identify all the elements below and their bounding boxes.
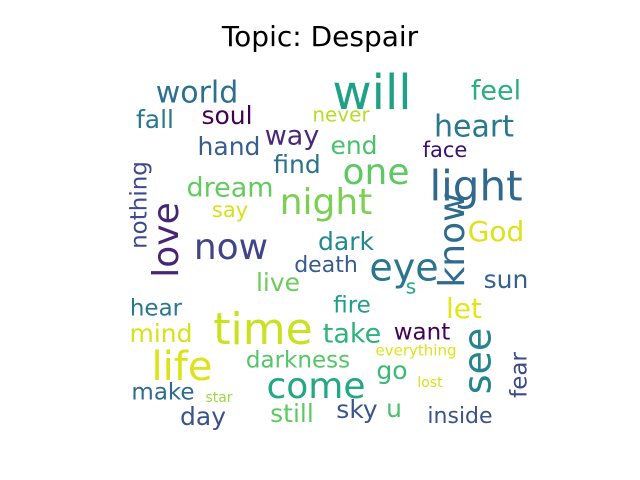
word-now: now bbox=[194, 227, 268, 268]
word-everything: everything bbox=[376, 342, 457, 360]
word-soul: soul bbox=[201, 101, 252, 130]
word-come: come bbox=[266, 366, 365, 407]
word-darkness: darkness bbox=[246, 348, 350, 374]
word-eye: eye bbox=[369, 246, 438, 290]
word-fall: fall bbox=[136, 105, 174, 134]
word-lost: lost bbox=[417, 375, 443, 391]
word-never: never bbox=[312, 103, 370, 127]
chart-title: Topic: Despair bbox=[221, 20, 419, 53]
word-god: God bbox=[468, 215, 525, 248]
word-life: life bbox=[152, 344, 213, 390]
word-u: u bbox=[386, 394, 402, 423]
word-mind: mind bbox=[129, 319, 192, 348]
word-find: find bbox=[273, 150, 320, 179]
word-star: star bbox=[205, 390, 232, 406]
word-sun: sun bbox=[484, 265, 529, 294]
word-death: death bbox=[294, 253, 358, 278]
word-know: know bbox=[432, 192, 473, 287]
word-make: make bbox=[131, 380, 194, 406]
word-see: see bbox=[456, 328, 500, 395]
word-end: end bbox=[330, 131, 377, 160]
word-way: way bbox=[265, 121, 320, 152]
word-sky: sky bbox=[336, 395, 378, 424]
word-love: love bbox=[146, 202, 187, 277]
word-dark: dark bbox=[318, 227, 374, 256]
word-take: take bbox=[323, 319, 381, 350]
word-world: world bbox=[156, 76, 239, 111]
word-fear: fear bbox=[507, 352, 533, 398]
word-heart: heart bbox=[434, 110, 514, 145]
word-s: s bbox=[406, 275, 416, 299]
word-say: say bbox=[212, 198, 248, 222]
word-want: want bbox=[394, 320, 451, 346]
word-let: let bbox=[446, 292, 482, 325]
word-go: go bbox=[376, 356, 407, 385]
word-day: day bbox=[180, 402, 226, 431]
word-face: face bbox=[423, 138, 468, 162]
word-inside: inside bbox=[427, 404, 492, 429]
word-fire: fire bbox=[333, 293, 371, 319]
word-dream: dream bbox=[186, 173, 273, 204]
word-will: will bbox=[332, 65, 411, 121]
word-one: one bbox=[343, 152, 410, 193]
word-time: time bbox=[213, 304, 312, 355]
word-feel: feel bbox=[471, 76, 521, 107]
word-night: night bbox=[280, 182, 373, 223]
word-still: still bbox=[270, 399, 314, 428]
word-nothing: nothing bbox=[127, 161, 153, 249]
word-hand: hand bbox=[198, 132, 261, 161]
word-live: live bbox=[256, 268, 300, 297]
word-hear: hear bbox=[130, 296, 183, 322]
word-light: light bbox=[429, 162, 522, 211]
